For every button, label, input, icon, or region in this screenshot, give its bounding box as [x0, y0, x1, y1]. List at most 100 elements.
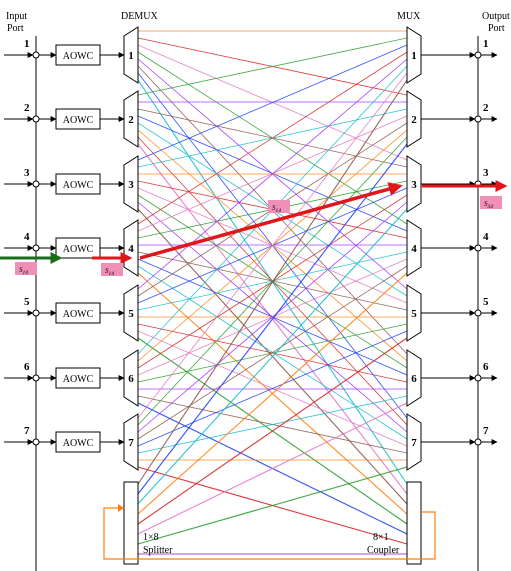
connection-line [137, 337, 408, 525]
coupler-block [406, 481, 422, 565]
recirculation-loop [103, 507, 420, 560]
output-node [474, 115, 482, 123]
demux-number: 1 [128, 50, 134, 62]
demux-block [123, 90, 139, 148]
port-row-6: 6 AOWC 6 6 6 [4, 349, 498, 407]
mux-block [406, 155, 422, 213]
output-port-number: 5 [483, 296, 489, 308]
splitter-block [123, 481, 139, 565]
crossconnect-lines [137, 30, 408, 555]
port-row-5: 5 AOWC 5 5 5 [4, 284, 498, 342]
input-node [32, 438, 40, 446]
output-port-label-2: Port [488, 23, 505, 34]
aowc-label: AOWC [63, 244, 94, 255]
signal-label-output: S34 [480, 196, 502, 210]
output-port-number: 3 [483, 167, 489, 179]
signal-input-symbol: S [19, 266, 23, 274]
signal-demux-sub: 14 [109, 270, 115, 277]
input-node [32, 244, 40, 252]
demux-number: 4 [128, 243, 134, 255]
svg-text:S14: S14 [19, 266, 28, 276]
input-node [32, 115, 40, 123]
mux-label: MUX [397, 11, 421, 22]
aowc-label: AOWC [63, 51, 94, 62]
svg-text:S14: S14 [105, 267, 114, 277]
output-port-number: 1 [483, 38, 489, 50]
demux-block [123, 284, 139, 342]
demux-number: 7 [128, 437, 134, 449]
connection-line [137, 58, 408, 290]
mux-block [406, 26, 422, 84]
connection-line [137, 143, 408, 495]
mux-block [406, 284, 422, 342]
aowc-label: AOWC [63, 438, 94, 449]
signal-input-sub: 14 [23, 269, 29, 276]
output-node [474, 51, 482, 59]
input-node [32, 309, 40, 317]
connection-line [137, 265, 408, 440]
output-port-number: 4 [483, 231, 489, 243]
input-port-number: 7 [24, 425, 30, 437]
connection-line [137, 466, 408, 545]
demux-number: 2 [128, 114, 134, 126]
input-port-number: 6 [24, 361, 30, 373]
highlight-cross-arrow [139, 182, 403, 260]
input-port-number: 4 [24, 231, 30, 243]
input-port-number: 3 [24, 167, 30, 179]
connection-line [137, 79, 408, 485]
mux-number: 6 [411, 373, 417, 385]
output-port-label-1: Output [482, 11, 510, 22]
demux-block [123, 349, 139, 407]
mux-number: 5 [411, 308, 417, 320]
svg-text:S14: S14 [272, 204, 281, 214]
aowc-label: AOWC [63, 309, 94, 320]
demux-number: 5 [128, 308, 134, 320]
aowc-label: AOWC [63, 374, 94, 385]
port-row-2: 2 AOWC 2 2 2 [4, 90, 498, 148]
demux-block [123, 155, 139, 213]
demux-label: DEMUX [121, 11, 158, 22]
demux-block [123, 26, 139, 84]
connection-line [137, 323, 408, 383]
signal-middle-symbol: S [272, 204, 276, 212]
input-node [32, 51, 40, 59]
coupler-label: Coupler [367, 545, 400, 556]
port-row-1: 1 AOWC 1 1 1 [4, 26, 498, 84]
mux-number: 7 [411, 437, 417, 449]
signal-output-sub: 34 [487, 203, 494, 210]
output-port-number: 6 [483, 361, 489, 373]
signal-middle-sub: 14 [276, 207, 282, 214]
mux-number: 4 [411, 243, 417, 255]
connection-line [137, 201, 408, 433]
connection-line [137, 395, 408, 454]
svg-text:S34: S34 [484, 200, 493, 210]
input-node [32, 374, 40, 382]
demux-block [123, 413, 139, 471]
mux-block [406, 413, 422, 471]
connection-line [137, 37, 408, 96]
port-row-3: 3 AOWC 3 3 3 [4, 155, 498, 213]
connection-line [137, 136, 408, 426]
input-node [32, 180, 40, 188]
connection-line [137, 51, 408, 225]
mux-block [406, 90, 422, 148]
connection-line [137, 330, 408, 447]
connection-line [137, 402, 408, 535]
splitter-ratio: 1×8 [143, 532, 159, 543]
port-row-4: 4 AOWC 4 4 4 [4, 219, 498, 277]
output-node [474, 244, 482, 252]
signal-demux-symbol: S [105, 267, 109, 275]
mux-number: 3 [411, 179, 417, 191]
connection-line [137, 208, 408, 505]
mux-block [406, 219, 422, 277]
recirculation-loop-right [420, 511, 436, 560]
aowc-label: AOWC [63, 115, 94, 126]
input-port-number: 1 [24, 38, 30, 50]
connection-line [137, 44, 408, 161]
output-port-number: 7 [483, 425, 489, 437]
port-row-7: 7 AOWC 7 7 7 [4, 413, 498, 471]
mux-number: 1 [411, 50, 417, 62]
input-port-label-1: Input [6, 11, 27, 22]
input-port-label-2: Port [7, 23, 24, 34]
